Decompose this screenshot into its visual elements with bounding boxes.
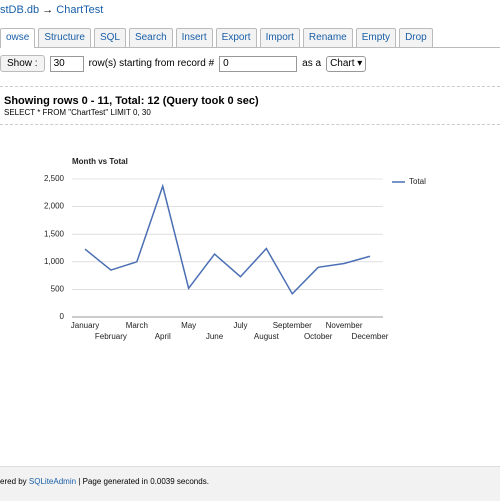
separator [0,124,500,125]
x-tick-label: July [233,321,247,330]
chart: Month vs Total 0 500 1,000 1,500 2,000 2,500 J… [44,157,426,341]
show-button[interactable]: Show : [0,55,45,72]
arrow: → [42,4,54,16]
y-tick-label: 2,500 [44,174,65,183]
x-tick-label: June [206,332,224,341]
y-tick-label: 0 [60,312,65,321]
legend-label: Total [409,177,426,186]
tab[interactable]: Search [128,28,173,47]
x-tick-label: March [126,321,148,330]
query-text: SELECT * FROM "ChartTest" LIMIT 0, 30 [4,108,151,117]
footer-link[interactable]: SQLiteAdmin [28,477,77,486]
table-link[interactable]: ChartTest [56,4,104,16]
start-input[interactable]: 0 [219,55,298,72]
y-tick-label: 1,500 [44,229,65,238]
rows-text: row(s) starting from record # [88,58,215,69]
y-tick-label: 500 [51,285,65,294]
tab[interactable]: Rename [302,28,353,47]
as-text: as a [302,58,322,69]
controls: Show : 30 row(s) starting from record # … [0,55,367,72]
tab[interactable]: Insert [175,28,213,47]
view-select[interactable]: Chart ▾ [326,55,367,72]
x-tick-label: December [352,332,389,341]
footer-prefix: ered by [0,477,27,486]
tab[interactable]: Export [215,28,257,47]
x-tick-label: May [181,321,196,330]
tab[interactable]: SQL [93,28,126,47]
footer-text: ered by SQLiteAdmin | Page generated in … [0,477,209,486]
x-tick-label: November [326,321,363,330]
separator [0,86,500,87]
footer-suffix: | Page generated in 0.0039 seconds. [78,477,209,486]
chart-title: Month vs Total [72,157,128,166]
line [84,183,371,296]
x-tick-label: September [273,321,312,330]
x-tick-label: August [254,332,280,341]
breadcrumb: stDB.db → ChartTest [0,4,103,16]
database-link[interactable]: stDB.db [0,4,40,16]
tab[interactable]: Empty [355,28,397,47]
x-tick-label: January [71,321,99,330]
tab-bar: owse Structure SQL Search Insert Export Import… [0,28,500,48]
rows-input[interactable]: 30 [49,55,84,72]
result-heading: Showing rows 0 - 11, Total: 12 (Query to… [4,95,259,107]
y-tick-label: 2,000 [44,202,65,211]
footer: ered by SQLiteAdmin | Page generated in … [0,466,500,501]
tab[interactable]: Import [259,28,300,47]
tab[interactable]: Structure [38,28,91,47]
view-option: Chart [330,57,355,69]
y-tick-label: 1,000 [44,257,65,266]
tab[interactable]: Drop [399,28,433,47]
x-tick-label: April [155,332,171,341]
tab[interactable]: owse [0,28,36,48]
x-tick-label: October [304,332,333,341]
x-tick-label: February [95,332,127,341]
